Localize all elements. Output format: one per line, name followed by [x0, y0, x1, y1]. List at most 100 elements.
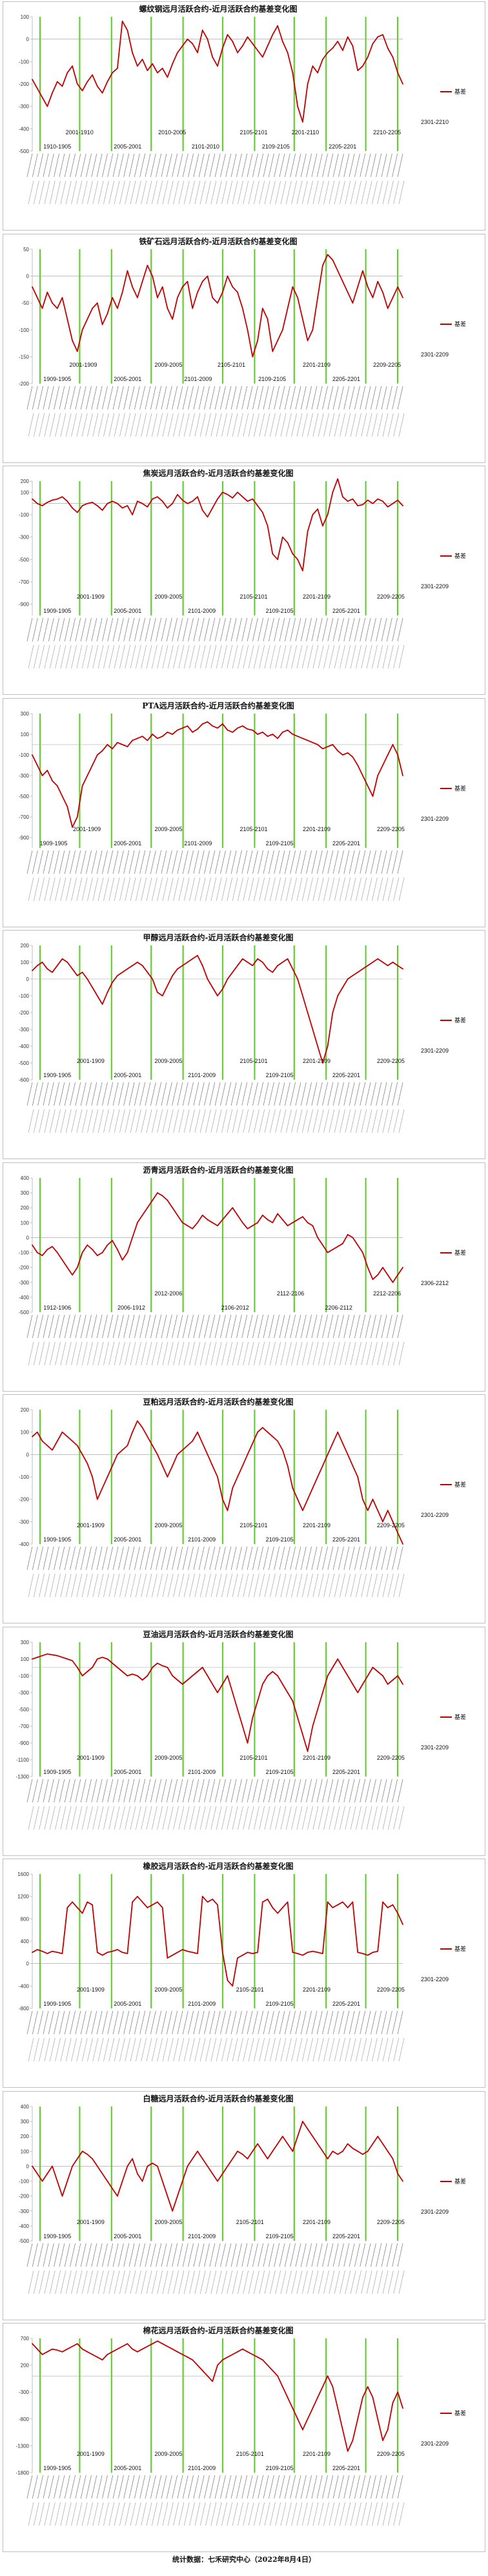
x-tick-mark [270, 1806, 276, 1829]
data-point [267, 2158, 269, 2159]
y-tick-label: -700 [19, 814, 30, 820]
x-tick-mark [37, 617, 43, 642]
x-tick-mark [118, 386, 124, 409]
x-tick-mark [275, 644, 281, 669]
x-tick-mark [376, 1546, 382, 1571]
x-tick-mark [243, 2037, 249, 2062]
x-tick-mark [280, 413, 287, 437]
data-point [241, 1725, 243, 1727]
data-point [227, 1979, 229, 1981]
data-point [392, 1904, 394, 1906]
x-tick-mark [134, 2243, 140, 2267]
data-point [312, 1725, 314, 1727]
x-tick-mark [354, 617, 360, 642]
x-tick-mark [264, 877, 270, 901]
x-tick-mark [75, 850, 81, 874]
x-tick-mark [291, 413, 297, 437]
x-tick-mark [241, 153, 248, 178]
x-tick-mark [91, 2243, 97, 2267]
x-tick-mark [376, 617, 382, 642]
x-tick-mark [139, 2010, 146, 2035]
data-point [357, 764, 359, 766]
data-point [66, 1266, 68, 1268]
data-point [46, 1953, 48, 1954]
x-tick-mark [301, 2270, 308, 2294]
contract-label: 1909-1905 [43, 1536, 71, 1543]
x-tick-mark [360, 2475, 366, 2499]
x-tick-mark [286, 1341, 292, 1365]
data-point [312, 65, 314, 67]
x-tick-mark [37, 1778, 43, 1802]
x-tick-mark [241, 2243, 248, 2267]
x-tick-mark [381, 617, 387, 642]
data-point [342, 2429, 343, 2431]
data-point [357, 1952, 359, 1953]
x-tick-mark [172, 1546, 178, 1571]
contract-label: 2001-1909 [77, 1755, 105, 1761]
x-tick-mark [284, 153, 290, 178]
x-tick-mark [338, 1314, 344, 1338]
x-tick-mark [301, 413, 308, 437]
x-tick-mark [360, 2243, 366, 2267]
x-tick-mark [227, 2037, 233, 2062]
x-tick-mark [112, 617, 119, 642]
data-point [72, 1440, 73, 1442]
x-tick-mark [225, 386, 232, 409]
data-point [81, 1912, 83, 1914]
x-tick-mark [345, 413, 351, 437]
x-tick-mark [91, 153, 97, 178]
x-tick-mark [323, 2502, 329, 2526]
contract-label: 2101-2009 [188, 1072, 216, 1078]
x-tick-mark [295, 386, 301, 409]
x-tick-mark [194, 644, 201, 669]
data-point [332, 1907, 334, 1908]
data-point [317, 508, 319, 510]
x-tick-mark [136, 1109, 141, 1133]
x-tick-mark [301, 1573, 308, 1598]
data-point [367, 1954, 369, 1956]
data-point [247, 1454, 249, 1456]
data-point [402, 774, 403, 776]
data-point [192, 1440, 194, 1442]
x-tick-mark [377, 1109, 383, 1133]
x-tick-mark [371, 386, 376, 409]
data-point [52, 302, 53, 304]
x-tick-mark [49, 2270, 56, 2294]
x-tick-mark [43, 386, 49, 409]
data-point [96, 1658, 98, 1660]
x-tick-mark [316, 386, 323, 409]
contract-label: 2301-2209 [421, 2209, 449, 2215]
x-tick-mark [354, 1546, 360, 1571]
x-tick-mark [387, 1546, 392, 1571]
contract-label: 1910-1905 [43, 143, 71, 150]
x-tick-mark [123, 153, 130, 178]
x-tick-mark [71, 877, 77, 901]
data-point [92, 502, 93, 503]
data-point [261, 511, 263, 513]
data-point [32, 2343, 33, 2345]
x-tick-mark [173, 2270, 179, 2294]
x-tick-mark [119, 2502, 125, 2526]
x-tick-mark [178, 2270, 185, 2294]
contract-label: 2009-2005 [154, 1522, 182, 1529]
x-tick-mark [376, 2243, 382, 2267]
x-tick-mark [254, 1573, 259, 1598]
data-point [116, 67, 118, 69]
data-point [136, 1420, 138, 1422]
x-tick-mark [307, 1341, 313, 1365]
x-tick-mark [157, 2037, 163, 2062]
x-tick-mark [55, 644, 61, 669]
data-point [217, 302, 218, 304]
x-tick-mark [366, 180, 372, 205]
x-tick-mark [371, 1778, 376, 1802]
x-tick-mark [161, 2475, 167, 2499]
data-point [172, 2210, 174, 2212]
x-tick-mark [232, 413, 238, 437]
x-tick-mark [398, 877, 405, 901]
x-tick-mark [236, 153, 242, 178]
x-tick-mark [102, 617, 108, 642]
x-tick-mark [327, 2475, 334, 2499]
data-point [237, 1476, 238, 1478]
x-tick-mark [284, 1546, 290, 1571]
x-tick-mark [300, 1546, 307, 1571]
